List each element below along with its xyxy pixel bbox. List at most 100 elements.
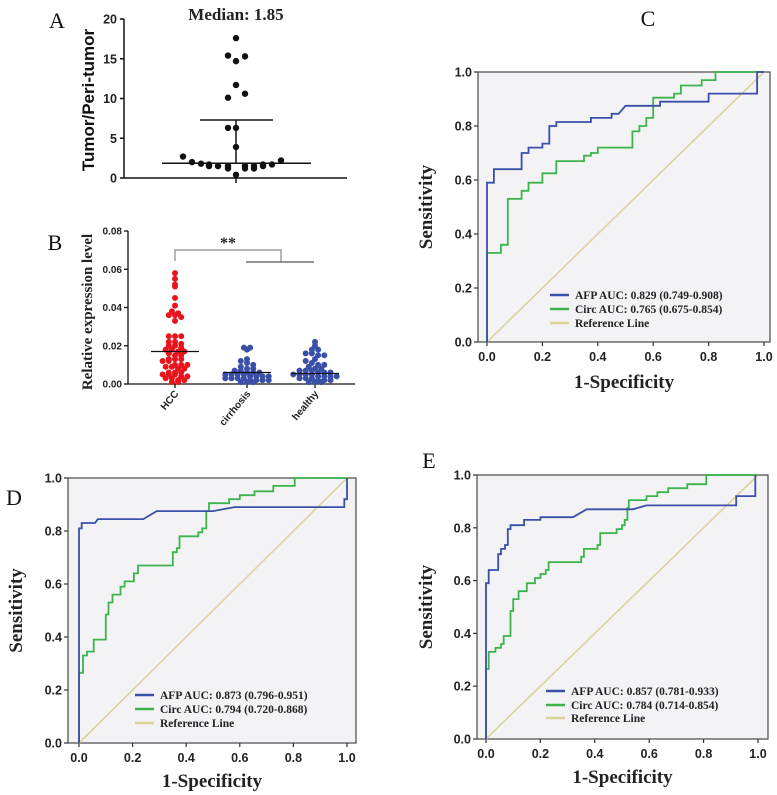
data-point-cirrhosis	[237, 358, 244, 365]
x-tick-label: 0.4	[586, 747, 603, 761]
x-axis-label: 1-Specificity	[162, 771, 263, 792]
plot-area	[477, 71, 771, 343]
data-point	[232, 171, 240, 179]
data-point-HCC	[172, 302, 178, 309]
panel-b: B Relative expression level 0.00 0.02 0.04 0.…	[48, 227, 355, 428]
data-point-HCC	[172, 333, 178, 340]
data-point	[268, 161, 276, 168]
significance-bracket	[174, 249, 282, 262]
data-point-healthy	[321, 361, 328, 368]
data-point-HCC	[165, 356, 172, 363]
y-tick-label: 1.0	[45, 472, 62, 486]
data-point-HCC	[172, 317, 178, 324]
legend-label-afp: AFP AUC: 0.829 (0.749-0.908)	[575, 290, 723, 302]
data-point-HCC	[175, 310, 182, 317]
data-point-healthy	[302, 350, 309, 357]
y-tick-label: 0.0	[455, 336, 472, 350]
data-point-cirrhosis	[250, 361, 257, 368]
data-point-HCC	[184, 373, 191, 380]
data-point	[205, 162, 213, 170]
y-tick-label: 0.02	[103, 341, 123, 352]
data-point-healthy	[321, 352, 328, 359]
y-tick-label: 5	[110, 132, 117, 146]
data-point-HCC	[165, 333, 172, 340]
y-tick-label: 0.2	[455, 282, 472, 296]
data-point-HCC	[172, 361, 178, 368]
x-axis-label: 1-Specificity	[574, 372, 675, 393]
data-point-cirrhosis	[240, 344, 247, 351]
data-point	[241, 53, 249, 60]
data-point	[197, 160, 205, 167]
x-tick-label: 0.2	[124, 751, 141, 765]
data-point-HCC	[172, 275, 178, 282]
panel-label-c: C	[641, 6, 656, 31]
x-tick-label: 0.0	[477, 747, 494, 761]
circ-roc-curve	[78, 477, 347, 743]
data-point-cirrhosis	[244, 356, 250, 363]
data-point	[232, 124, 240, 132]
data-point	[259, 162, 267, 170]
x-tick-label: 0.8	[700, 350, 717, 364]
y-tick-label: 0.8	[454, 521, 471, 535]
y-tick-label: 0.08	[103, 227, 123, 238]
data-point-cirrhosis	[265, 373, 272, 380]
data-point	[188, 158, 196, 166]
x-tick-label: 0.6	[231, 751, 248, 765]
data-point-healthy	[333, 373, 340, 380]
panel-label-b: B	[48, 230, 63, 255]
data-point	[232, 81, 240, 89]
data-point-healthy	[296, 367, 303, 374]
panel-label-a: A	[49, 8, 65, 33]
y-tick-label: 0.00	[103, 380, 123, 391]
panel-a: A Median: 1.85 Tumor/Peri-tumor 0 5 10 15 20	[49, 5, 347, 186]
circ-roc-curve	[485, 474, 758, 739]
legend: AFP AUC: 0.829 (0.749-0.908) Circ AUC: 0.…	[550, 290, 723, 330]
data-point	[214, 162, 222, 170]
data-point	[250, 165, 258, 172]
y-tick-label: 0	[110, 172, 117, 186]
y-tick-label: 0.4	[455, 228, 472, 242]
y-tick-label: 0.8	[455, 120, 472, 134]
x-tick-label: 1.0	[338, 751, 355, 765]
data-point-HCC	[178, 333, 185, 340]
x-axis-label: 1-Specificity	[572, 767, 673, 788]
y-tick-label: 0.6	[454, 574, 471, 588]
y-tick-label: 0.6	[455, 174, 472, 188]
x-tick-label: 0.4	[178, 751, 195, 765]
legend-label-circ: Circ AUC: 0.794 (0.720-0.868)	[160, 704, 308, 716]
data-point-healthy	[315, 352, 322, 359]
data-point-healthy	[315, 361, 322, 368]
panel-label-e: E	[422, 448, 435, 473]
y-axis-label: Sensitivity	[416, 564, 437, 649]
data-point-healthy	[327, 369, 334, 376]
x-tick-label: 0.6	[641, 747, 658, 761]
y-tick-label: 0.4	[45, 631, 62, 645]
x-tick-label: 1.0	[749, 747, 766, 761]
y-tick-label: 1.0	[455, 66, 472, 80]
chart-title: Median: 1.85	[188, 5, 283, 24]
x-tick-label: 1.0	[755, 350, 772, 364]
legend-label-reference: Reference Line	[160, 718, 234, 730]
data-point-HCC	[184, 361, 191, 368]
x-tick-label: 0.8	[285, 751, 302, 765]
x-tick-label: 0.2	[534, 350, 551, 364]
y-tick-label: 1.0	[454, 469, 471, 483]
y-tick-label: 0.06	[103, 265, 123, 276]
data-point	[179, 153, 187, 160]
data-point-HCC	[172, 281, 178, 288]
panel-d: D 0.0 0.0 0.2 0.2 0.4 0.4 0.6 0.6 0.8 0.8 1.0 1.0 Sen…	[6, 472, 357, 792]
x-tick-label-HCC: HCC	[159, 389, 181, 413]
y-tick-label: 20	[103, 13, 117, 27]
data-point-HCC	[172, 338, 178, 345]
data-point-cirrhosis	[247, 344, 254, 351]
data-point	[224, 52, 232, 59]
data-point	[277, 157, 285, 164]
reference-roc-curve	[78, 477, 348, 744]
legend-label-circ: Circ AUC: 0.765 (0.675-0.854)	[575, 304, 723, 316]
y-tick-label: 0.4	[454, 627, 471, 641]
reference-roc-curve	[485, 474, 759, 740]
legend-label-reference: Reference Line	[575, 318, 649, 330]
legend-label-afp: AFP AUC: 0.857 (0.781-0.933)	[571, 686, 719, 698]
